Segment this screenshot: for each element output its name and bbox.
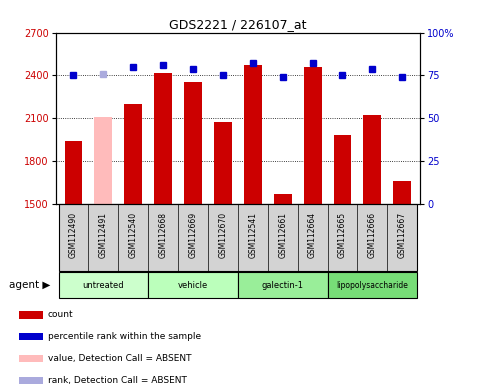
Text: count: count [47, 310, 73, 319]
Bar [124, 104, 142, 204]
Bar [148, 272, 238, 298]
Bar [363, 115, 382, 204]
Bar [274, 194, 292, 204]
Bar [19, 377, 43, 384]
Text: GSM112491: GSM112491 [99, 212, 108, 258]
Bar [393, 181, 411, 204]
Bar [214, 122, 232, 204]
Bar [65, 141, 83, 204]
Text: value, Detection Call = ABSENT: value, Detection Call = ABSENT [47, 354, 191, 363]
Text: GSM112665: GSM112665 [338, 212, 347, 258]
Text: GSM112490: GSM112490 [69, 212, 78, 258]
Bar [58, 272, 148, 298]
Bar [238, 272, 327, 298]
Bar [327, 272, 417, 298]
Text: GSM112664: GSM112664 [308, 212, 317, 258]
Text: GSM112540: GSM112540 [129, 212, 138, 258]
Text: agent ▶: agent ▶ [9, 280, 51, 290]
Text: GSM112670: GSM112670 [218, 212, 227, 258]
Text: GSM112661: GSM112661 [278, 212, 287, 258]
Text: galectin-1: galectin-1 [262, 281, 304, 290]
Bar [19, 311, 43, 319]
Bar [304, 67, 322, 204]
Text: GSM112541: GSM112541 [248, 212, 257, 258]
Bar [19, 333, 43, 341]
Text: GSM112668: GSM112668 [158, 212, 168, 258]
Text: vehicle: vehicle [178, 281, 208, 290]
Bar [94, 118, 113, 204]
Bar [244, 65, 262, 204]
Bar [19, 355, 43, 362]
Text: GSM112666: GSM112666 [368, 212, 377, 258]
Text: GSM112669: GSM112669 [188, 212, 198, 258]
Text: rank, Detection Call = ABSENT: rank, Detection Call = ABSENT [47, 376, 186, 384]
Text: percentile rank within the sample: percentile rank within the sample [47, 332, 200, 341]
Title: GDS2221 / 226107_at: GDS2221 / 226107_at [169, 18, 307, 31]
Text: lipopolysaccharide: lipopolysaccharide [337, 281, 408, 290]
Bar [184, 82, 202, 204]
Text: untreated: untreated [83, 281, 124, 290]
Text: GSM112667: GSM112667 [398, 212, 407, 258]
Bar [154, 73, 172, 204]
Bar [334, 135, 352, 204]
